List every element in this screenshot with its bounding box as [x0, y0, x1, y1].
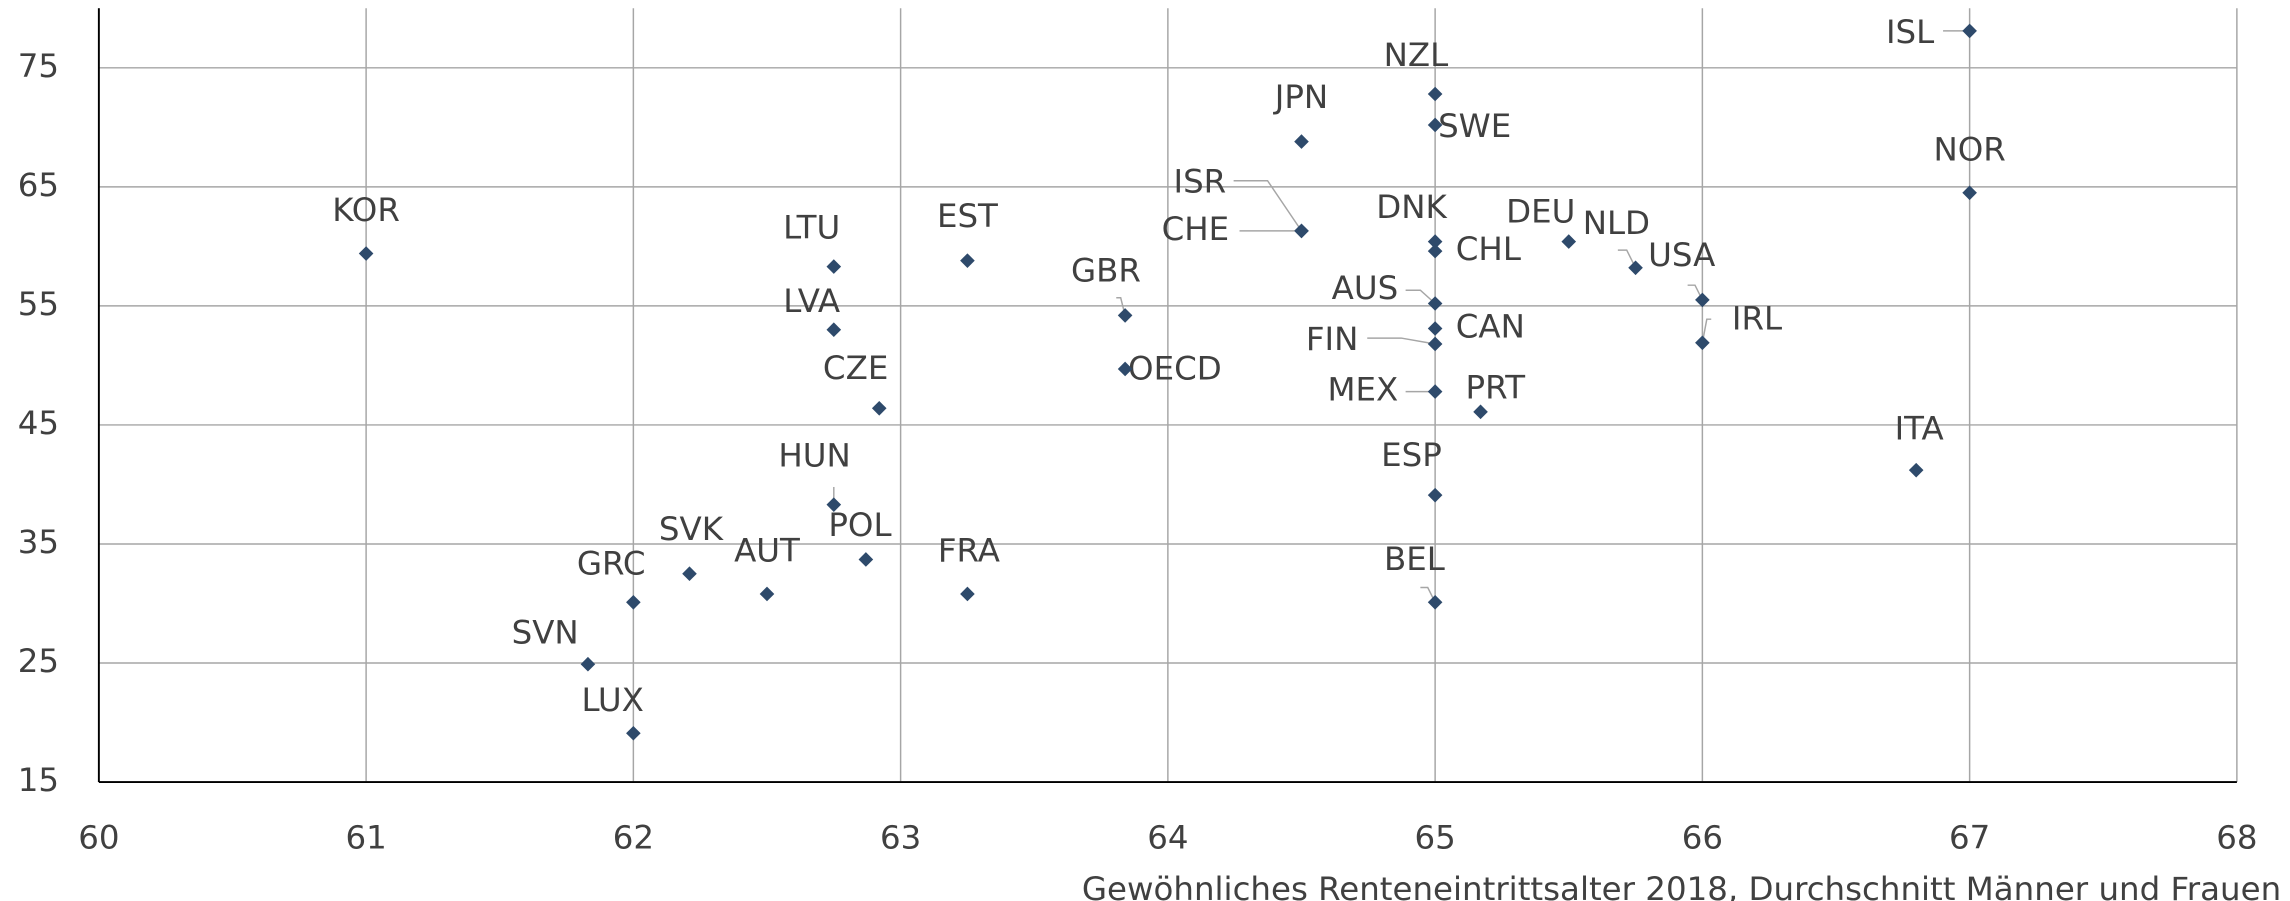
point — [826, 497, 842, 512]
point-label: LTU — [783, 209, 840, 247]
x-tick-label: 67 — [1949, 819, 1990, 857]
point-label: NOR — [1933, 130, 2005, 168]
y-tick-label: 15 — [18, 761, 59, 799]
point-label: ESP — [1381, 436, 1442, 474]
point-label: EST — [937, 197, 998, 235]
point — [1427, 243, 1443, 259]
point-label: MEX — [1327, 371, 1398, 409]
point-label: OECD — [1128, 349, 1222, 387]
point — [759, 586, 775, 602]
point — [1695, 335, 1710, 351]
leader-line — [1687, 284, 1704, 301]
point-label: PRT — [1466, 369, 1526, 407]
point — [858, 552, 874, 567]
x-tick-label: 63 — [880, 819, 921, 857]
point — [1427, 336, 1443, 352]
point — [1695, 292, 1710, 308]
point — [1427, 594, 1443, 610]
leader-line — [1233, 179, 1303, 232]
point — [626, 594, 641, 610]
point — [1427, 234, 1443, 249]
x-tick-label: 62 — [613, 819, 654, 857]
point-label: FRA — [938, 532, 1000, 570]
point — [682, 566, 697, 582]
point — [1628, 260, 1643, 276]
point-label: DNK — [1376, 188, 1447, 226]
point-label: BEL — [1384, 540, 1445, 578]
point — [1294, 223, 1309, 239]
y-tick-label: 75 — [18, 47, 59, 85]
point-label: SVK — [659, 510, 724, 548]
y-tick-label: 25 — [18, 642, 59, 680]
point-label: SWE — [1438, 107, 1511, 145]
point-label: SVN — [512, 614, 579, 652]
point-label: ISR — [1174, 163, 1227, 201]
x-tick-label: 68 — [2216, 819, 2257, 857]
point-label: NZL — [1384, 36, 1449, 74]
point-label: POL — [828, 506, 891, 544]
point-label: FIN — [1306, 320, 1359, 358]
point — [960, 253, 975, 268]
leader-line — [1367, 337, 1436, 345]
point-label: DEU — [1506, 193, 1575, 231]
point-label: AUT — [734, 532, 800, 570]
y-tick-label: 35 — [18, 523, 59, 561]
point-label: LVA — [783, 282, 840, 320]
point — [626, 725, 641, 741]
point-label: ITA — [1895, 409, 1944, 447]
y-tick-label: 55 — [18, 285, 59, 323]
point-label: JPN — [1273, 78, 1328, 116]
y-tick-label: 45 — [18, 404, 59, 442]
point — [960, 586, 975, 602]
point-label: USA — [1648, 236, 1715, 274]
x-tick-label: 61 — [345, 819, 386, 857]
leader-line — [1617, 249, 1637, 269]
leader-line — [1701, 318, 1712, 343]
point-label: LUX — [581, 681, 643, 719]
point — [871, 400, 887, 416]
point — [1427, 321, 1443, 336]
point — [1962, 23, 1977, 39]
point — [826, 259, 842, 274]
point-label: IRL — [1732, 300, 1782, 338]
point-label: KOR — [332, 191, 400, 229]
x-tick-label: 65 — [1414, 819, 1455, 857]
x-tick-label: 60 — [78, 819, 119, 857]
point-label: GBR — [1071, 252, 1141, 290]
x-tick-label: 66 — [1682, 819, 1723, 857]
point — [1117, 308, 1133, 323]
leader-line — [1420, 586, 1436, 603]
point-label: CZE — [823, 349, 888, 387]
point — [826, 322, 842, 337]
point — [1908, 462, 1924, 478]
point — [358, 246, 374, 261]
x-axis-title: Gewöhnliches Renteneintrittsalter 2018, … — [1082, 870, 2281, 901]
point — [1427, 117, 1443, 133]
point — [1294, 134, 1309, 149]
point — [1427, 296, 1443, 311]
point-label: CAN — [1456, 308, 1525, 346]
point — [1561, 234, 1577, 249]
point-label: ISL — [1886, 13, 1934, 51]
point — [1473, 404, 1488, 420]
point — [1427, 384, 1443, 399]
point-label: HUN — [778, 436, 850, 474]
point — [1427, 86, 1443, 102]
point-label: CHL — [1456, 230, 1521, 268]
y-tick-label: 65 — [18, 166, 59, 204]
leader-line — [1116, 296, 1126, 316]
x-tick-label: 64 — [1147, 819, 1188, 857]
point-label: CHE — [1162, 210, 1230, 248]
point — [1962, 185, 1977, 201]
point — [1427, 487, 1443, 503]
point-label: NLD — [1583, 204, 1650, 242]
point — [580, 656, 596, 672]
leader-line — [1405, 289, 1436, 305]
point-label: GRC — [577, 544, 646, 582]
point-label: AUS — [1332, 269, 1399, 307]
